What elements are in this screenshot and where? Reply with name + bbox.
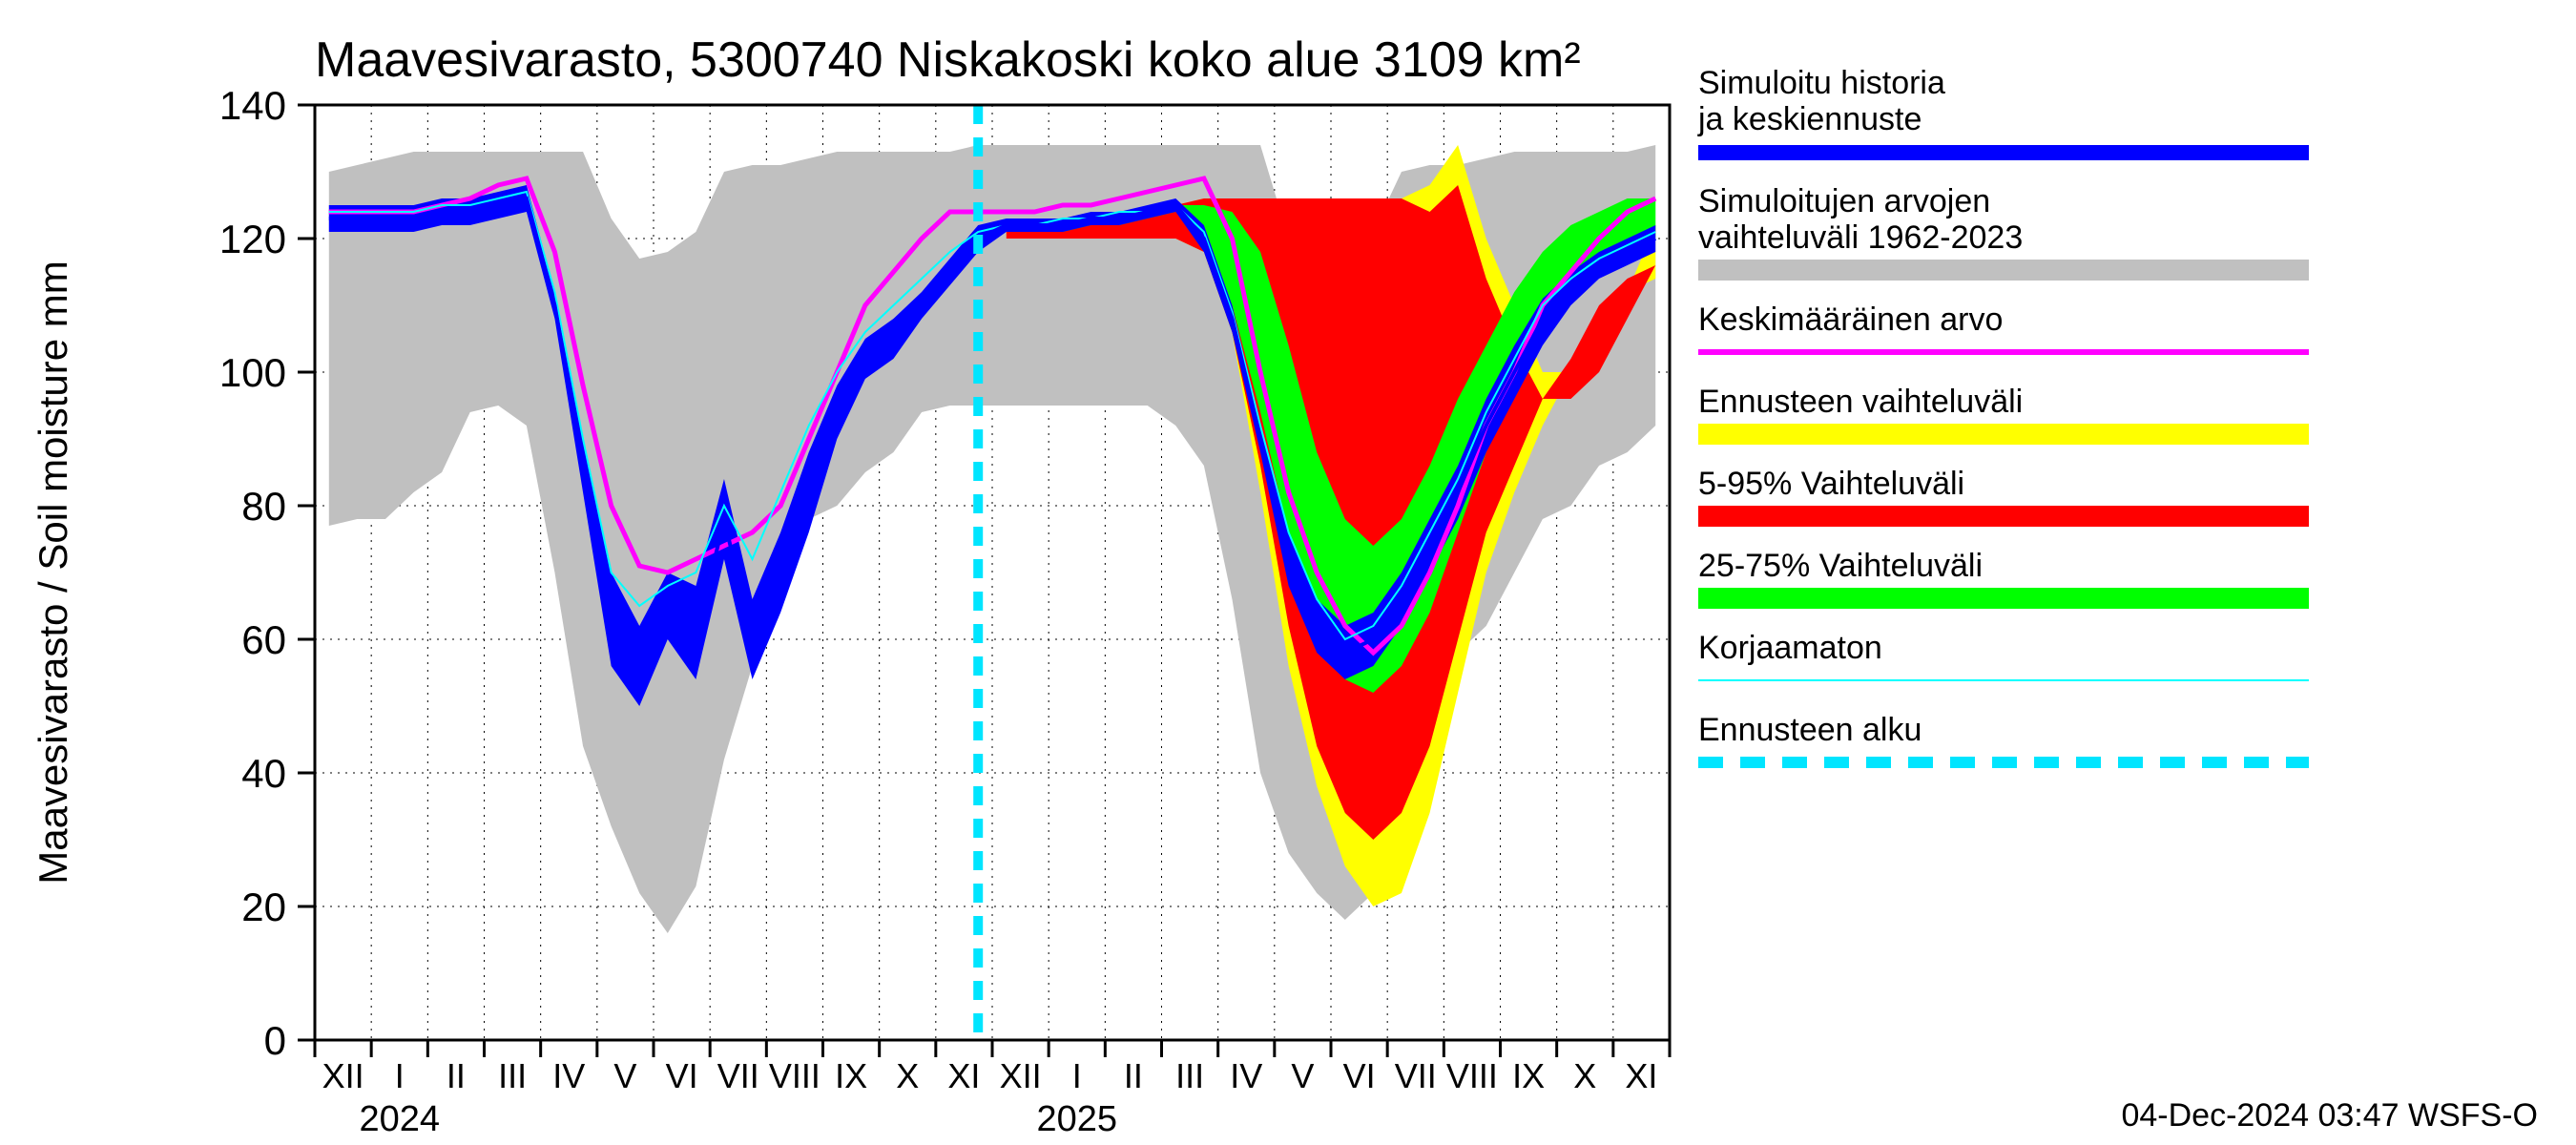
ytick-label: 120 — [219, 217, 286, 261]
month-label: VIII — [1446, 1056, 1498, 1095]
ytick-label: 40 — [241, 751, 286, 796]
ytick-label: 100 — [219, 350, 286, 395]
month-label: X — [1573, 1056, 1596, 1095]
month-label: VII — [717, 1056, 759, 1095]
ytick-label: 0 — [264, 1018, 286, 1063]
year-label: 2025 — [1036, 1099, 1117, 1139]
legend-swatch — [1698, 145, 2309, 160]
month-label: VI — [666, 1056, 698, 1095]
year-label: 2024 — [359, 1099, 440, 1139]
month-label: VII — [1395, 1056, 1437, 1095]
legend-label: Simuloitu historia — [1698, 65, 1945, 101]
month-label: VIII — [769, 1056, 821, 1095]
legend-swatch — [1698, 424, 2309, 445]
ytick-label: 20 — [241, 885, 286, 929]
legend-swatch — [1698, 260, 2309, 281]
month-label: XII — [322, 1056, 364, 1095]
month-label: I — [1072, 1056, 1082, 1095]
legend-label: ja keskiennuste — [1697, 101, 1922, 137]
month-label: VI — [1343, 1056, 1376, 1095]
month-label: IX — [1512, 1056, 1545, 1095]
month-label: V — [1291, 1056, 1314, 1095]
month-label: XI — [947, 1056, 980, 1095]
y-axis-label: Maavesivarasto / Soil moisture mm — [31, 260, 75, 885]
month-label: IV — [1230, 1056, 1262, 1095]
legend-label: vaihteluväli 1962-2023 — [1698, 219, 2023, 256]
month-label: II — [447, 1056, 466, 1095]
legend-label: Korjaamaton — [1698, 630, 1882, 666]
legend-label: Ennusteen alku — [1698, 712, 1922, 748]
footer-timestamp: 04-Dec-2024 03:47 WSFS-O — [2121, 1097, 2538, 1134]
month-label: III — [498, 1056, 527, 1095]
legend-label: Simuloitujen arvojen — [1698, 183, 1990, 219]
legend-label: 25-75% Vaihteluväli — [1698, 548, 1983, 584]
month-label: IX — [835, 1056, 867, 1095]
legend-swatch — [1698, 506, 2309, 527]
month-label: V — [613, 1056, 636, 1095]
chart-title: Maavesivarasto, 5300740 Niskakoski koko … — [315, 32, 1581, 88]
month-label: XI — [1625, 1056, 1657, 1095]
legend-label: Ennusteen vaihteluväli — [1698, 384, 2023, 420]
ytick-label: 80 — [241, 484, 286, 529]
legend-swatch — [1698, 588, 2309, 609]
month-label: II — [1124, 1056, 1143, 1095]
month-label: XII — [1000, 1056, 1042, 1095]
legend-label: Keskimääräinen arvo — [1698, 302, 2003, 338]
month-label: IV — [552, 1056, 585, 1095]
ytick-label: 140 — [219, 83, 286, 128]
soil-moisture-chart: 020406080100120140XIIIIIIIIIVVVIVIIVIIII… — [0, 0, 2576, 1145]
legend-label: 5-95% Vaihteluväli — [1698, 466, 1964, 502]
ytick-label: 60 — [241, 617, 286, 662]
month-label: III — [1175, 1056, 1204, 1095]
month-label: I — [395, 1056, 405, 1095]
month-label: X — [896, 1056, 919, 1095]
chart-svg: 020406080100120140XIIIIIIIIIVVVIVIIVIIII… — [0, 0, 2576, 1145]
